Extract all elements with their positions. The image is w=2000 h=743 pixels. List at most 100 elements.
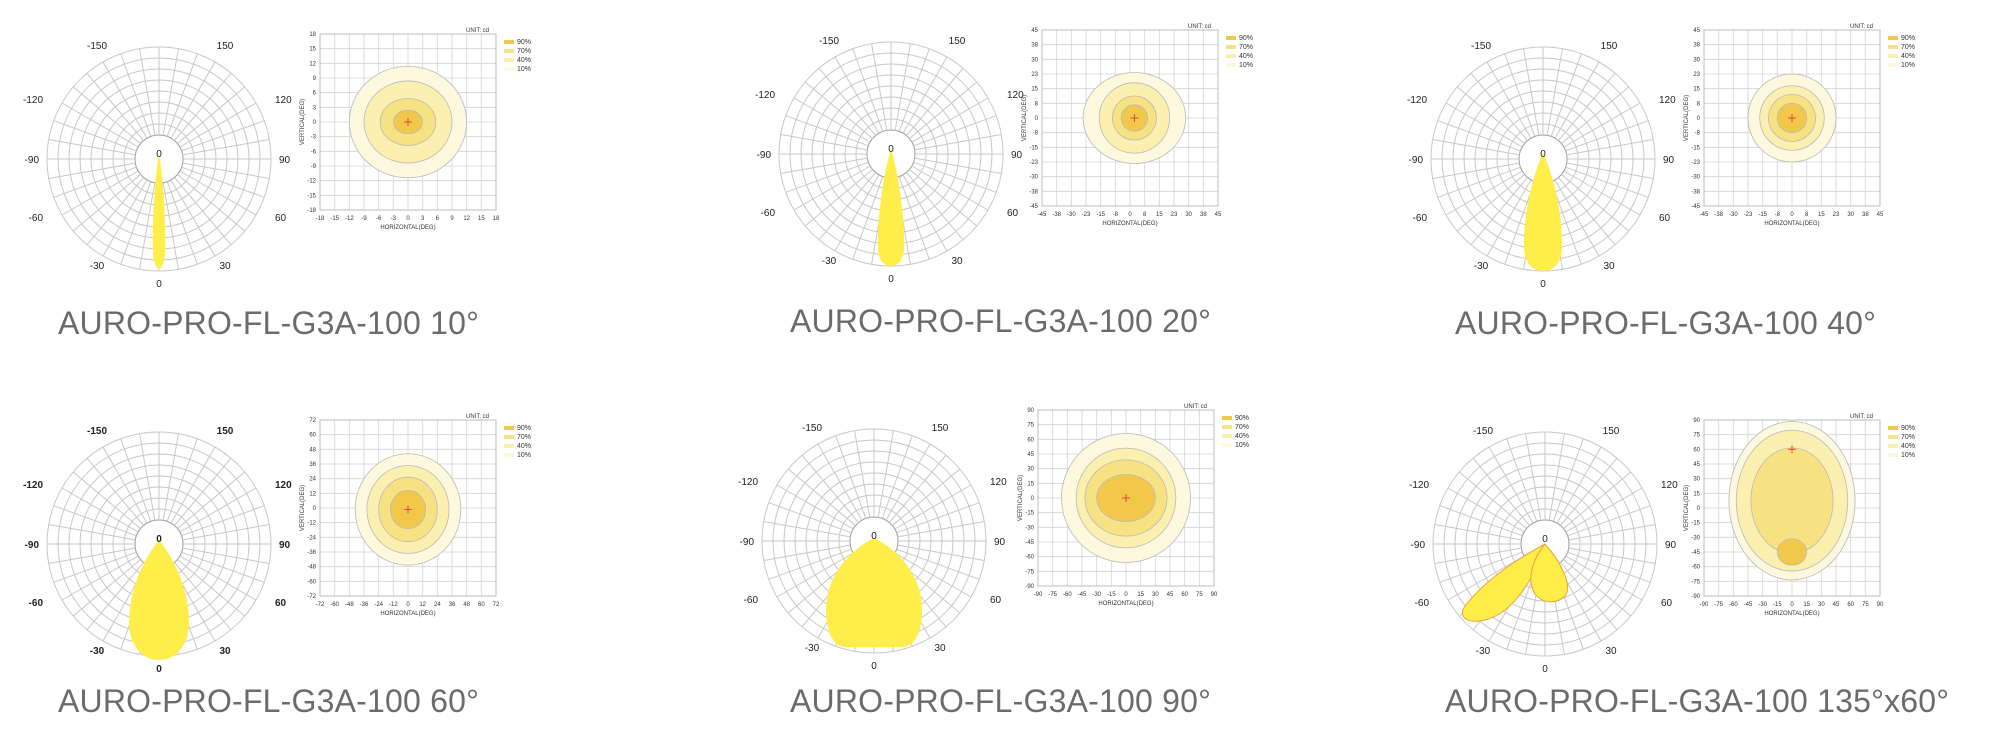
polar-angle-label: 30 bbox=[219, 261, 231, 272]
legend-swatch bbox=[1226, 63, 1236, 67]
polar-angle-label: 0 bbox=[888, 144, 894, 155]
x-tick-label: -15 bbox=[1096, 212, 1105, 218]
polar-angle-label: 0 bbox=[1542, 664, 1548, 675]
x-tick-label: 12 bbox=[463, 216, 470, 222]
y-tick-label: 30 bbox=[1031, 57, 1038, 63]
polar-angle-label: 0 bbox=[1540, 279, 1546, 290]
polar-angle-label: -150 bbox=[819, 36, 839, 47]
x-axis-label: HORIZONTAL(DEG) bbox=[1098, 601, 1153, 607]
x-tick-label: -72 bbox=[316, 602, 325, 608]
y-tick-label: -12 bbox=[307, 179, 316, 185]
legend-label: 10% bbox=[517, 66, 531, 73]
y-tick-label: -90 bbox=[1691, 594, 1700, 600]
polar-angle-label: -30 bbox=[90, 646, 105, 657]
y-tick-label: -15 bbox=[1691, 521, 1700, 527]
legend-label: 90% bbox=[517, 39, 531, 46]
x-tick-label: 30 bbox=[1847, 212, 1854, 218]
x-tick-label: 38 bbox=[1862, 212, 1869, 218]
polar-angle-label: 120 bbox=[990, 477, 1007, 488]
unit-label: UNIT: cd bbox=[1850, 414, 1873, 420]
polar-angle-label: 90 bbox=[994, 537, 1006, 548]
polar-angle-label: 0 bbox=[1542, 534, 1548, 545]
y-axis-label: VERTICAL(DEG) bbox=[1684, 95, 1690, 141]
polar-angle-label: 0 bbox=[156, 149, 162, 160]
legend-swatch bbox=[1888, 45, 1898, 49]
polar-angle-label: 0 bbox=[888, 274, 894, 285]
x-tick-label: -60 bbox=[330, 602, 339, 608]
legend-swatch bbox=[504, 435, 514, 439]
x-tick-label: -30 bbox=[1758, 602, 1767, 608]
legend-label: 40% bbox=[1901, 53, 1915, 60]
y-tick-label: 15 bbox=[1693, 491, 1700, 497]
x-tick-label: -45 bbox=[1744, 602, 1753, 608]
x-tick-label: -90 bbox=[1034, 592, 1043, 598]
isolux-diagram: -45-45 -38 -38 -30 -30 -23 -23 -15 -15 -8 -8 0 0 8 8 15… bbox=[1022, 24, 1253, 227]
legend-label: 10% bbox=[1239, 62, 1253, 69]
isolux-diagram: -18-18 -15 -15 -12 -12 -9 -9 -6 -6 -3 -3 0 0 3 3 6 6 9 9 12… bbox=[300, 28, 531, 231]
polar-angle-label: -120 bbox=[1407, 95, 1427, 106]
polar-angle-label: 120 bbox=[1659, 95, 1676, 106]
polar-angle-label: 90 bbox=[1663, 155, 1675, 166]
x-tick-label: -48 bbox=[345, 602, 354, 608]
polar-angle-label: 60 bbox=[275, 598, 287, 609]
x-tick-label: 23 bbox=[1171, 212, 1178, 218]
x-tick-label: -45 bbox=[1700, 212, 1709, 218]
polar-diagram: 0 0 -30 -60 -90 -120 -150 30 60 90 120 150 bbox=[738, 423, 1007, 672]
legend-label: 70% bbox=[1901, 44, 1915, 51]
x-tick-label: 15 bbox=[1137, 592, 1144, 598]
polar-angle-label: 30 bbox=[219, 646, 231, 657]
y-tick-label: -45 bbox=[1025, 540, 1034, 546]
polar-angle-label: 60 bbox=[275, 213, 287, 224]
y-tick-label: 12 bbox=[309, 61, 316, 67]
x-tick-label: -24 bbox=[374, 602, 383, 608]
y-tick-label: 8 bbox=[1035, 101, 1039, 107]
polar-angle-label: -90 bbox=[25, 155, 40, 166]
y-tick-label: -60 bbox=[1025, 555, 1034, 561]
product-caption: AURO-PRO-FL-G3A-100 60° bbox=[58, 683, 480, 719]
y-tick-label: 12 bbox=[309, 491, 316, 497]
y-tick-label: -15 bbox=[1691, 145, 1700, 151]
polar-diagram: 0 0 -30 -60 -90 -120 -150 30 60 90 120 150 bbox=[23, 426, 292, 675]
y-tick-label: -30 bbox=[1691, 535, 1700, 541]
y-tick-label: -3 bbox=[311, 135, 317, 141]
legend-label: 70% bbox=[1235, 424, 1249, 431]
polar-angle-label: -150 bbox=[87, 41, 107, 52]
legend-swatch bbox=[1226, 45, 1236, 49]
x-tick-label: -36 bbox=[360, 602, 369, 608]
y-tick-label: -6 bbox=[311, 149, 317, 155]
x-tick-label: -23 bbox=[1744, 212, 1753, 218]
y-tick-label: 0 bbox=[1697, 116, 1701, 122]
x-tick-label: 0 bbox=[406, 602, 410, 608]
x-tick-label: 60 bbox=[478, 602, 485, 608]
polar-angle-label: -150 bbox=[802, 423, 822, 434]
legend-label: 70% bbox=[1239, 44, 1253, 51]
polar-diagram: 0 0 -30 -60 -90 -120 -150 30 60 90 120 150 bbox=[1409, 426, 1678, 675]
x-tick-label: 90 bbox=[1877, 602, 1884, 608]
polar-angle-label: 120 bbox=[1661, 480, 1678, 491]
legend-label: 70% bbox=[1901, 434, 1915, 441]
x-tick-label: 12 bbox=[419, 602, 426, 608]
x-tick-label: 15 bbox=[1803, 602, 1810, 608]
x-tick-label: 0 bbox=[1790, 602, 1794, 608]
y-tick-label: -23 bbox=[1029, 160, 1038, 166]
polar-angle-label: -60 bbox=[1413, 213, 1428, 224]
x-tick-label: 75 bbox=[1862, 602, 1869, 608]
x-tick-label: -30 bbox=[1729, 212, 1738, 218]
unit-label: UNIT: cd bbox=[1184, 404, 1207, 410]
y-tick-label: 8 bbox=[1697, 101, 1701, 107]
product-caption: AURO-PRO-FL-G3A-100 40° bbox=[1455, 305, 1877, 341]
isolux-diagram: -45-45 -38 -38 -30 -30 -23 -23 -15 -15 -8 -8 0 0 8 8 15… bbox=[1684, 24, 1915, 227]
legend-swatch bbox=[1222, 425, 1232, 429]
polar-angle-label: -90 bbox=[740, 537, 755, 548]
y-tick-label: -36 bbox=[307, 550, 316, 556]
x-tick-label: -75 bbox=[1714, 602, 1723, 608]
y-tick-label: 15 bbox=[1693, 87, 1700, 93]
y-tick-label: -38 bbox=[1029, 189, 1038, 195]
x-tick-label: 0 bbox=[1790, 212, 1794, 218]
y-tick-label: -90 bbox=[1025, 584, 1034, 590]
product-caption: AURO-PRO-FL-G3A-100 20° bbox=[790, 303, 1212, 339]
y-tick-label: 15 bbox=[1027, 481, 1034, 487]
legend-swatch bbox=[504, 444, 514, 448]
x-tick-label: -75 bbox=[1048, 592, 1057, 598]
x-tick-label: -12 bbox=[389, 602, 398, 608]
